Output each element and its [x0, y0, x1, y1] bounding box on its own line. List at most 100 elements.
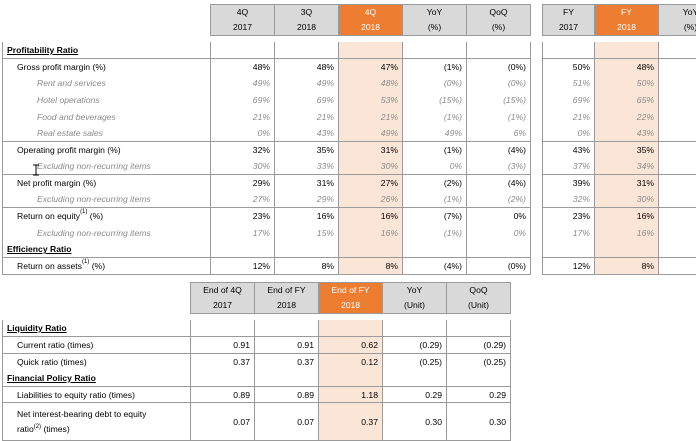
- row-label: Efficiency Ratio: [3, 241, 211, 258]
- value-cell: 29%: [275, 191, 339, 208]
- header-blank: [3, 283, 191, 299]
- value-cell: [543, 42, 595, 59]
- value-cell: 12%: [211, 258, 275, 275]
- column-gap: [531, 20, 543, 36]
- value-cell: (0.29): [447, 337, 511, 354]
- value-cell: [447, 320, 511, 337]
- column-gap: [531, 108, 543, 125]
- column-header: 2017: [191, 298, 255, 314]
- column-header: 2018: [255, 298, 319, 314]
- value-cell: 51%: [543, 75, 595, 92]
- value-cell: 0.91: [255, 337, 319, 354]
- value-cell: 0%: [467, 208, 531, 225]
- value-cell: [383, 370, 447, 387]
- value-cell: 48%: [275, 59, 339, 76]
- value-cell: [191, 370, 255, 387]
- column-header: 4Q: [211, 5, 275, 21]
- value-cell: 32%: [543, 191, 595, 208]
- value-cell: 6%: [467, 125, 531, 142]
- column-header: 4Q: [339, 5, 403, 21]
- row-label-text: Excluding non-recurring items: [37, 161, 151, 171]
- table-row: Return on equity(1) (%)23%16%16%(7%)0%23…: [3, 208, 696, 225]
- value-cell: 48%: [211, 59, 275, 76]
- column-header: 3Q: [275, 5, 339, 21]
- value-cell: 0.37: [255, 353, 319, 370]
- value-cell: (0%): [467, 75, 531, 92]
- value-cell: 21%: [275, 108, 339, 125]
- value-cell: 35%: [275, 142, 339, 159]
- row-label: Gross profit margin (%): [3, 59, 211, 76]
- value-cell: 0.29: [383, 386, 447, 403]
- value-cell: [339, 241, 403, 258]
- row-label: Quick ratio (times): [3, 353, 191, 370]
- column-header: (%): [467, 20, 531, 36]
- value-cell: (1%): [659, 75, 696, 92]
- value-cell: 35%: [595, 142, 659, 159]
- row-label-text: Return on equity: [17, 211, 80, 221]
- row-label: Excluding non-recurring items: [3, 191, 211, 208]
- value-cell: (0%): [403, 75, 467, 92]
- value-cell: (1%): [659, 59, 696, 76]
- value-cell: 31%: [275, 175, 339, 192]
- value-cell: (1%): [403, 142, 467, 159]
- value-cell: 65%: [595, 92, 659, 109]
- header-row: 4Q3Q4QYoYQoQFYFYYoY: [3, 5, 696, 21]
- value-cell: [467, 241, 531, 258]
- value-cell: 0.89: [255, 386, 319, 403]
- value-cell: 0%: [467, 225, 531, 242]
- column-gap: [531, 92, 543, 109]
- value-cell: (4%): [403, 258, 467, 275]
- value-cell: (2%): [659, 158, 696, 175]
- row-label-text: Return on assets: [17, 261, 82, 271]
- value-cell: 0.37: [319, 403, 383, 440]
- value-cell: 27%: [211, 191, 275, 208]
- row-label-text: Operating profit margin (%): [17, 145, 121, 155]
- table-row: Efficiency Ratio: [3, 241, 696, 258]
- column-header: (%): [659, 20, 696, 36]
- column-header: YoY: [659, 5, 696, 21]
- value-cell: [659, 42, 696, 59]
- value-cell: [211, 241, 275, 258]
- value-cell: [211, 42, 275, 59]
- column-gap: [531, 191, 543, 208]
- value-cell: [595, 241, 659, 258]
- value-cell: [403, 241, 467, 258]
- column-header: End of FY: [255, 283, 319, 299]
- value-cell: 16%: [339, 225, 403, 242]
- row-label-text: Financial Policy Ratio: [7, 373, 96, 383]
- value-cell: (4%): [659, 258, 696, 275]
- column-header: End of FY: [319, 283, 383, 299]
- row-label-text: Hotel operations: [37, 95, 100, 105]
- header-blank: [3, 20, 211, 36]
- row-label: Return on assets(1) (%): [3, 258, 211, 275]
- row-label-text: Excluding non-recurring items: [37, 228, 151, 238]
- value-cell: 50%: [543, 59, 595, 76]
- value-cell: [467, 42, 531, 59]
- row-label: Excluding non-recurring items: [3, 225, 211, 242]
- value-cell: 1.18: [319, 386, 383, 403]
- value-cell: 31%: [595, 175, 659, 192]
- value-cell: 16%: [595, 225, 659, 242]
- value-cell: 16%: [595, 208, 659, 225]
- value-cell: 49%: [339, 125, 403, 142]
- value-cell: [339, 42, 403, 59]
- text-cursor-icon: [32, 164, 40, 176]
- column-header: End of 4Q: [191, 283, 255, 299]
- row-label: Liquidity Ratio: [3, 320, 191, 337]
- value-cell: (7%): [403, 208, 467, 225]
- column-header: 2018: [275, 20, 339, 36]
- value-cell: (4%): [659, 92, 696, 109]
- value-cell: (1%): [467, 108, 531, 125]
- value-cell: (0%): [467, 258, 531, 275]
- value-cell: (15%): [467, 92, 531, 109]
- row-label-text: Current ratio (times): [17, 340, 93, 350]
- row-label-text: Excluding non-recurring items: [37, 194, 151, 204]
- footnote-marker: (1): [80, 209, 87, 215]
- value-cell: (1%): [403, 108, 467, 125]
- value-cell: 31%: [339, 142, 403, 159]
- row-label-suffix: (times): [41, 424, 70, 434]
- value-cell: 0.30: [447, 403, 511, 440]
- row-label-text: Real estate sales: [37, 128, 103, 138]
